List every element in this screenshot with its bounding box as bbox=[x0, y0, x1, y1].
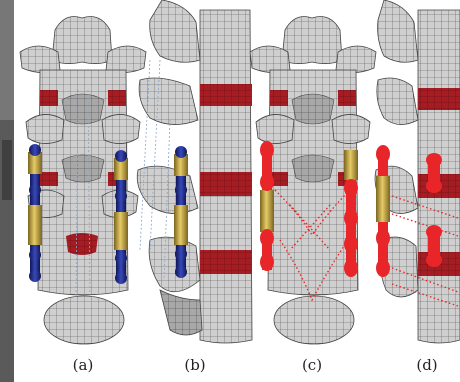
fixation-rod-left bbox=[28, 144, 42, 282]
fixation-rod-lateral bbox=[174, 146, 188, 278]
fixation-screws-lateral-stress bbox=[376, 145, 442, 277]
panel-label-c: (c) bbox=[301, 356, 323, 374]
panel-a-model bbox=[19, 16, 147, 345]
fixation-rod-right-stress bbox=[344, 150, 358, 277]
panel-label-d: (d) bbox=[416, 356, 438, 374]
panel-label-b: (b) bbox=[184, 356, 206, 374]
panel-b-model bbox=[136, 0, 253, 344]
panel-c-model bbox=[249, 16, 377, 345]
panel-label-a: (a) bbox=[72, 356, 94, 374]
fixation-rod-left-stress bbox=[260, 141, 274, 271]
fixation-rod-right bbox=[114, 150, 128, 284]
panel-d-model bbox=[374, 0, 460, 344]
